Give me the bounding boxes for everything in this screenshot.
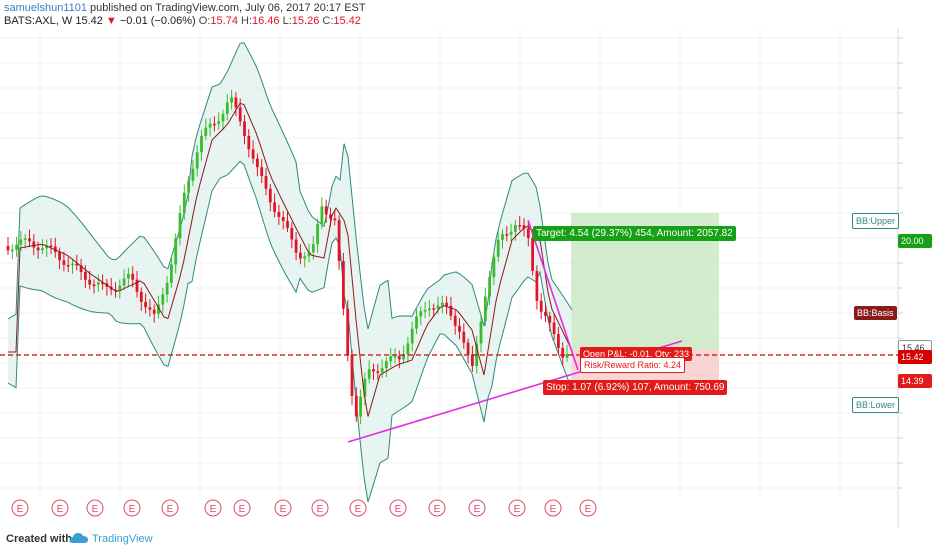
earnings-marker-icon[interactable]: E	[544, 499, 562, 517]
chart-publish-info: samuelshun1101 published on TradingView.…	[4, 2, 366, 14]
svg-text:E: E	[239, 504, 246, 515]
earnings-marker-icon[interactable]: E	[311, 499, 329, 517]
bollinger-lower-line	[7, 160, 573, 503]
earnings-marker-icon[interactable]: E	[389, 499, 407, 517]
svg-text:E: E	[167, 504, 174, 515]
svg-text:E: E	[57, 504, 64, 515]
earnings-marker-icon[interactable]: E	[508, 499, 526, 517]
author-link[interactable]: samuelshun1101	[4, 2, 87, 14]
svg-text:E: E	[395, 504, 402, 515]
earnings-marker-icon[interactable]: E	[86, 499, 104, 517]
svg-text:E: E	[92, 504, 99, 515]
open-value: 15.74	[210, 15, 238, 27]
svg-text:E: E	[210, 504, 217, 515]
stop-label: Stop: 1.07 (6.92%) 107, Amount: 750.69	[543, 380, 728, 395]
target-label: Target: 4.54 (29.37%) 454, Amount: 2057.…	[533, 226, 736, 241]
earnings-marker-icon[interactable]: E	[428, 499, 446, 517]
earnings-marker-icon[interactable]: E	[161, 499, 179, 517]
tradingview-brand-link[interactable]: TradingView	[92, 533, 153, 545]
last-price: 15.42	[75, 15, 103, 27]
earnings-marker-icon[interactable]: E	[468, 499, 486, 517]
publish-text: published on TradingView.com, July 06, 2…	[86, 2, 366, 14]
bb-lower-label: BB:Lower	[852, 397, 900, 413]
svg-text:E: E	[550, 504, 557, 515]
earnings-marker-icon[interactable]: E	[11, 499, 29, 517]
footer-bar: Created with TradingView	[0, 528, 932, 550]
svg-text:E: E	[317, 504, 324, 515]
open-label: O:	[198, 15, 211, 27]
resistance-trendline[interactable]	[527, 219, 579, 371]
svg-text:E: E	[514, 504, 521, 515]
price-tag-last: 15.42	[898, 350, 932, 364]
earnings-marker-icon[interactable]: E	[51, 499, 69, 517]
svg-text:E: E	[280, 504, 287, 515]
price-tag-stop: 14.39	[898, 374, 932, 388]
symbol-label: BATS:AXL, W	[4, 15, 73, 27]
earnings-marker-icon[interactable]: E	[349, 499, 367, 517]
svg-text:E: E	[129, 504, 136, 515]
price-tag-target: 20.00	[898, 234, 932, 248]
risk-reward-label: Risk/Reward Ratio: 4.24	[580, 357, 686, 373]
created-with-text: Created with	[6, 533, 73, 545]
ohlc-legend: BATS:AXL, W 15.42 ▼ −0.01 (−0.06%) O:15.…	[4, 15, 361, 27]
earnings-marker-icon[interactable]: E	[274, 499, 292, 517]
earnings-marker-icon[interactable]: E	[233, 499, 251, 517]
bollinger-basis-line	[8, 102, 573, 417]
high-value: 16.46	[252, 15, 280, 27]
svg-text:E: E	[355, 504, 362, 515]
bb-upper-label: BB:Upper	[852, 213, 900, 229]
bollinger-upper-line	[7, 42, 573, 330]
high-label: H:	[241, 15, 252, 27]
down-arrow-icon: ▼	[105, 15, 117, 27]
svg-text:E: E	[474, 504, 481, 515]
earnings-marker-icon[interactable]: E	[123, 499, 141, 517]
close-value: 15.42	[333, 15, 361, 27]
svg-text:E: E	[17, 504, 24, 515]
bb-basis-label: BB:Basis	[854, 306, 897, 320]
svg-text:E: E	[434, 504, 441, 515]
close-label: C:	[322, 15, 334, 27]
low-label: L:	[282, 15, 292, 27]
svg-text:E: E	[585, 504, 592, 515]
earnings-marker-icon[interactable]: E	[204, 499, 222, 517]
earnings-marker-icon[interactable]: E	[579, 499, 597, 517]
bollinger-band-fill	[8, 42, 572, 502]
price-change: −0.01 (−0.06%)	[119, 15, 196, 27]
low-value: 15.26	[291, 15, 320, 27]
tradingview-cloud-icon	[70, 533, 88, 543]
